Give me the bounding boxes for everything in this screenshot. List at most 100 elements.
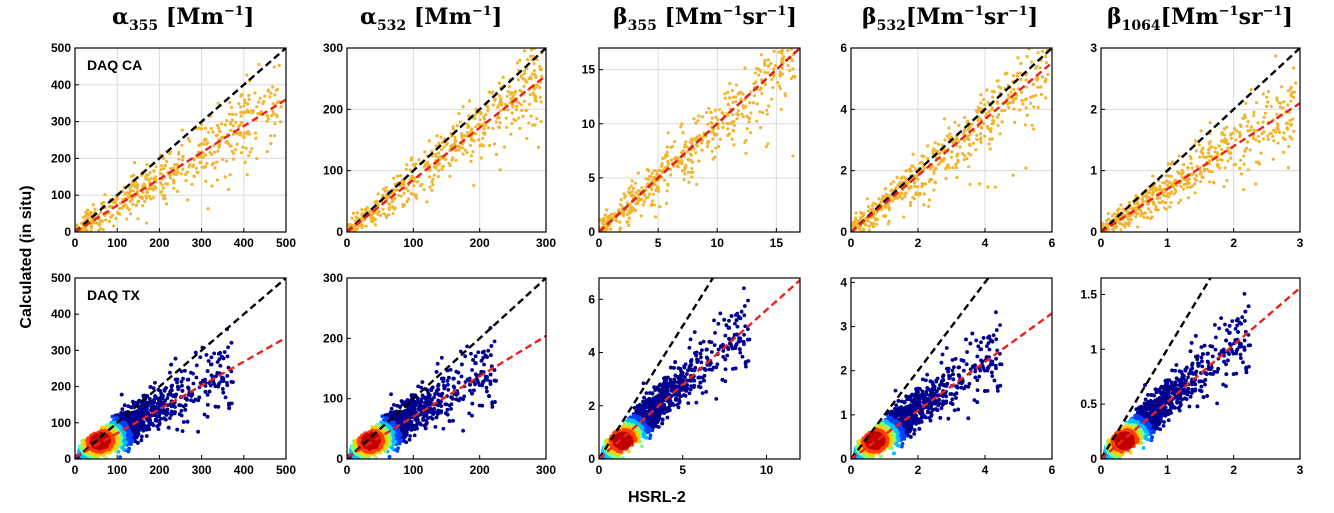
data-point [1289, 99, 1293, 103]
data-point [936, 142, 941, 146]
data-point [697, 159, 701, 163]
data-point [144, 177, 148, 181]
data-point [188, 370, 193, 375]
data-point [1166, 180, 1170, 184]
data-point [922, 154, 926, 159]
data-point [453, 148, 457, 152]
data-point [944, 167, 948, 171]
data-point [153, 418, 158, 423]
data-point [1012, 98, 1016, 102]
data-point [632, 208, 636, 212]
data-point [1232, 126, 1237, 131]
data-point [430, 188, 434, 192]
data-point [1182, 183, 1186, 187]
data-point [212, 150, 217, 154]
data-point [533, 123, 537, 127]
data-point [1266, 137, 1270, 141]
data-point [968, 133, 972, 137]
data-point [354, 215, 358, 219]
data-point [136, 189, 140, 194]
data-point [414, 193, 418, 197]
x-tick-label: 300 [536, 236, 556, 250]
data-point [956, 160, 960, 164]
data-point [194, 375, 199, 380]
data-point [213, 404, 218, 409]
data-point [136, 184, 140, 188]
data-point [216, 149, 220, 153]
data-point [479, 156, 483, 160]
data-point [1123, 225, 1127, 229]
data-point [694, 121, 698, 125]
data-point [950, 150, 954, 154]
data-point [229, 128, 233, 132]
x-axis-label: HSRL-2 [628, 489, 686, 506]
data-point [104, 456, 109, 459]
data-point [1276, 122, 1280, 126]
data-point [229, 401, 234, 406]
data-point [1282, 150, 1286, 154]
data-point [522, 49, 527, 53]
data-point [979, 136, 983, 140]
data-point [723, 92, 727, 96]
data-point [239, 94, 243, 98]
data-point [747, 116, 751, 120]
data-point [1286, 166, 1290, 170]
data-point [741, 115, 746, 119]
data-point [97, 223, 101, 227]
data-point [947, 166, 952, 170]
data-point [772, 74, 776, 79]
data-point [1161, 193, 1166, 197]
data-point [523, 71, 527, 75]
data-point [983, 103, 987, 107]
data-point [758, 126, 763, 130]
data-point [898, 195, 903, 199]
data-point [1012, 107, 1016, 111]
data-point [614, 217, 618, 221]
data-point [461, 104, 465, 109]
data-point [1024, 106, 1028, 110]
data-point [192, 156, 196, 161]
data-point [681, 149, 685, 153]
data-point [1194, 149, 1198, 153]
data-point [863, 222, 867, 226]
data-point [271, 85, 275, 89]
data-point [155, 401, 160, 406]
data-point [148, 170, 152, 174]
data-point [696, 119, 700, 123]
data-point [381, 187, 386, 191]
data-point [439, 147, 443, 152]
data-point [1220, 158, 1224, 162]
data-point [399, 174, 403, 178]
data-point [1149, 210, 1153, 214]
data-point [364, 208, 368, 212]
data-point [927, 204, 931, 209]
data-point [279, 105, 283, 109]
data-point [793, 75, 797, 79]
data-point [470, 127, 474, 131]
data-point [713, 155, 717, 159]
data-point [957, 140, 961, 144]
data-point [979, 101, 983, 105]
data-point [691, 160, 695, 164]
data-point [509, 132, 513, 136]
data-point [1278, 105, 1282, 109]
data-point [761, 110, 765, 115]
data-point [634, 181, 638, 185]
data-point [1246, 129, 1250, 133]
data-point [157, 398, 161, 403]
data-point [781, 55, 786, 59]
data-point [1265, 95, 1269, 99]
data-point [1157, 200, 1161, 204]
data-point [716, 126, 720, 130]
data-point [159, 168, 163, 172]
y-tick-label: 4 [840, 102, 847, 116]
data-point [748, 100, 752, 105]
data-point [226, 187, 231, 191]
data-point [347, 225, 350, 229]
data-point [870, 207, 875, 211]
data-point [125, 217, 129, 221]
data-point [1018, 108, 1022, 112]
data-point [153, 184, 157, 189]
data-point [535, 116, 539, 121]
data-point [118, 455, 122, 459]
